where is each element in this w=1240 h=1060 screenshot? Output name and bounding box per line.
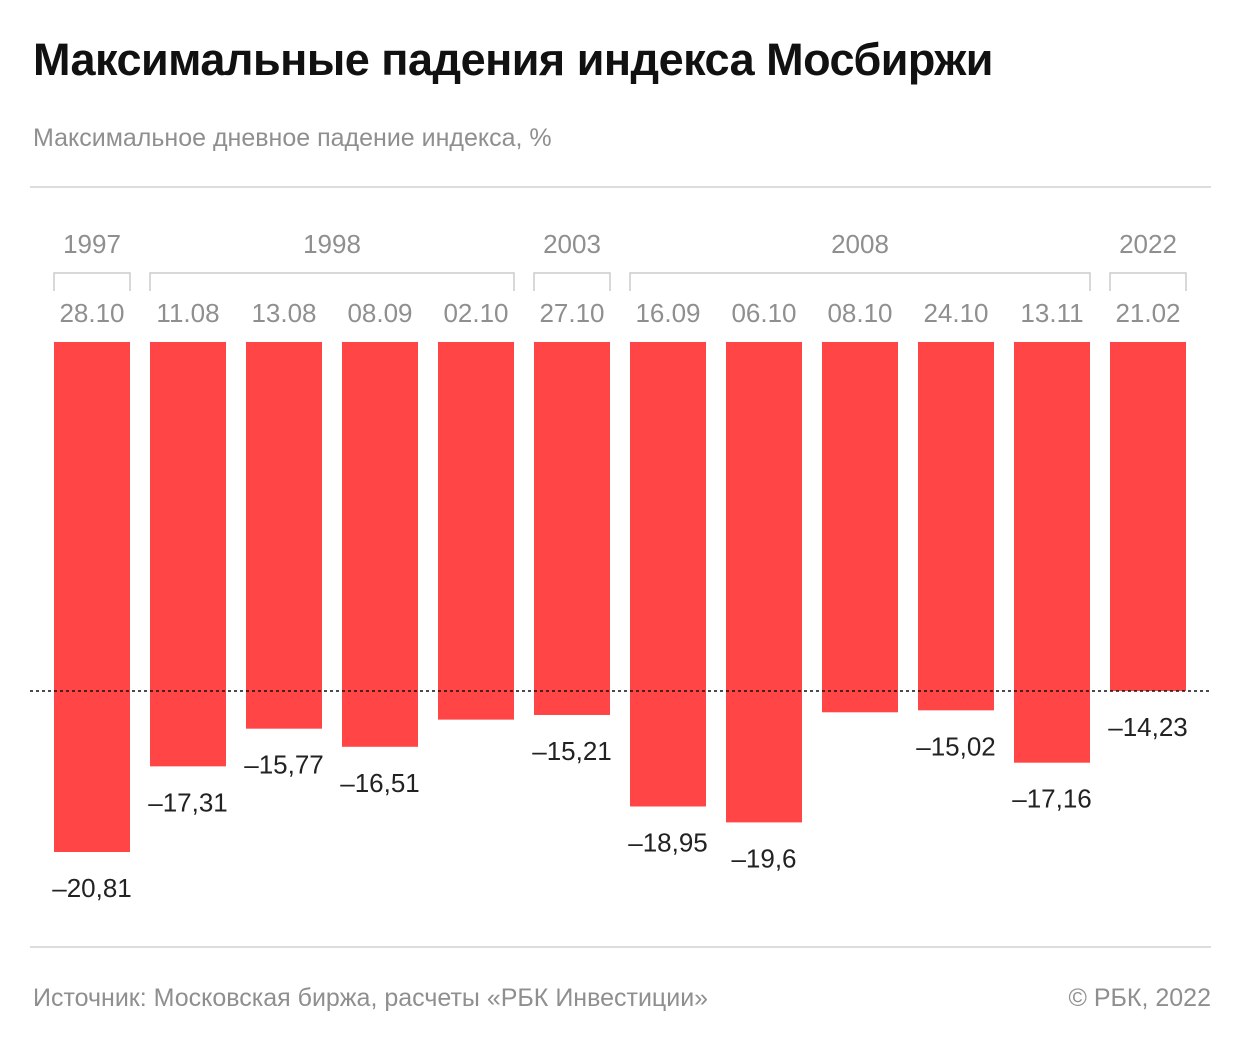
date-label: 13.08 bbox=[251, 298, 316, 328]
bar bbox=[150, 342, 226, 767]
bar bbox=[822, 342, 898, 713]
year-label: 2008 bbox=[831, 229, 889, 259]
bottom-divider bbox=[30, 946, 1211, 948]
value-label: –20,81 bbox=[52, 873, 132, 903]
value-label: –18,95 bbox=[628, 827, 708, 857]
top-divider bbox=[30, 186, 1211, 188]
date-label: 02.10 bbox=[443, 298, 508, 328]
bar bbox=[1014, 342, 1090, 763]
date-label: 08.09 bbox=[347, 298, 412, 328]
bar bbox=[1110, 342, 1186, 691]
value-label: –16,51 bbox=[340, 768, 420, 798]
source-note: Источник: Московская биржа, расчеты «РБК… bbox=[33, 984, 709, 1012]
date-label: 13.11 bbox=[1020, 298, 1083, 328]
bar bbox=[918, 342, 994, 711]
year-label: 1997 bbox=[63, 229, 121, 259]
bar bbox=[438, 342, 514, 720]
year-bracket bbox=[1109, 272, 1187, 291]
bar bbox=[246, 342, 322, 729]
year-bracket bbox=[533, 272, 611, 291]
chart-subtitle: Максимальное дневное падение индекса, % bbox=[33, 124, 552, 152]
date-label: 16.09 bbox=[635, 298, 700, 328]
value-label: –19,6 bbox=[731, 843, 796, 873]
copyright: © РБК, 2022 bbox=[1068, 984, 1211, 1012]
bar bbox=[726, 342, 802, 823]
date-label: 08.10 bbox=[827, 298, 892, 328]
bar bbox=[630, 342, 706, 807]
date-label: 06.10 bbox=[731, 298, 796, 328]
date-label: 27.10 bbox=[539, 298, 604, 328]
bar bbox=[534, 342, 610, 715]
year-bracket bbox=[629, 272, 1091, 291]
value-label: –15,77 bbox=[244, 750, 324, 780]
date-label: 11.08 bbox=[156, 298, 219, 328]
value-label: –14,23 bbox=[1108, 712, 1188, 742]
chart-title: Максимальные падения индекса Мосбиржи bbox=[33, 34, 993, 85]
date-label: 21.02 bbox=[1115, 298, 1180, 328]
year-label: 2003 bbox=[543, 229, 601, 259]
bar bbox=[342, 342, 418, 747]
bar bbox=[54, 342, 130, 852]
year-bracket bbox=[149, 272, 515, 291]
year-bracket bbox=[53, 272, 131, 291]
value-label: –15,02 bbox=[916, 731, 996, 761]
year-label: 2022 bbox=[1119, 229, 1177, 259]
year-label: 1998 bbox=[303, 229, 361, 259]
value-label: –17,31 bbox=[148, 787, 228, 817]
date-label: 24.10 bbox=[923, 298, 988, 328]
date-label: 28.10 bbox=[59, 298, 124, 328]
value-label: –17,16 bbox=[1012, 784, 1092, 814]
value-label: –15,21 bbox=[532, 736, 612, 766]
